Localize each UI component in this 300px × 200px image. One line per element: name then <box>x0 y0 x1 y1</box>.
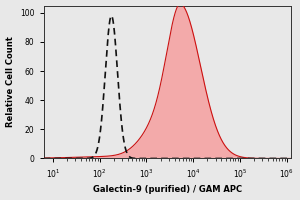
X-axis label: Galectin-9 (purified) / GAM APC: Galectin-9 (purified) / GAM APC <box>93 185 242 194</box>
Y-axis label: Relative Cell Count: Relative Cell Count <box>6 37 15 127</box>
